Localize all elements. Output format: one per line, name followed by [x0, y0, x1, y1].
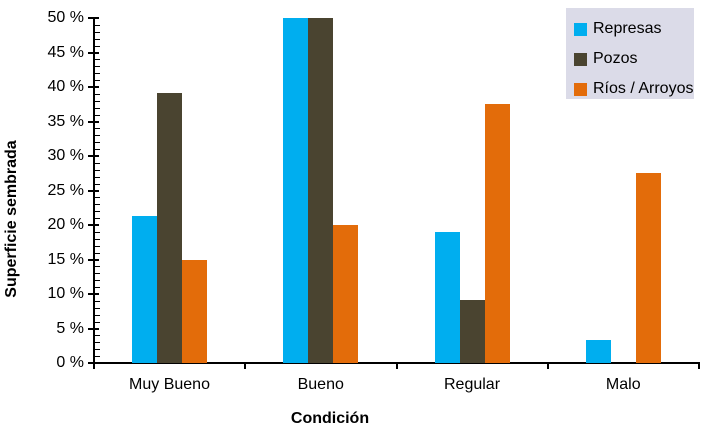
x-category-label: Malo [605, 376, 641, 393]
y-minor-tick [95, 101, 100, 102]
y-minor-tick [95, 204, 100, 205]
legend-item: Represas [566, 14, 694, 44]
y-minor-tick [95, 115, 100, 116]
bar [157, 92, 183, 363]
y-minor-tick [95, 177, 100, 178]
y-minor-tick [95, 59, 100, 60]
y-minor-tick [95, 39, 100, 40]
y-major-tick [88, 51, 99, 54]
legend-label: Pozos [593, 50, 638, 67]
y-minor-tick [95, 163, 100, 164]
x-axis-tick [93, 363, 95, 369]
legend-swatch [574, 22, 587, 36]
y-minor-tick [95, 94, 100, 95]
legend-label: Represas [593, 20, 662, 37]
legend-item: Ríos / Arroyos [566, 74, 694, 104]
y-minor-tick [95, 184, 100, 185]
bar [283, 18, 309, 363]
y-minor-tick [95, 46, 100, 47]
y-minor-tick [95, 273, 100, 274]
bar [635, 173, 661, 363]
bar [333, 225, 359, 363]
y-tick-label: 10 % [47, 285, 84, 302]
x-axis-tick [546, 363, 549, 369]
y-minor-tick [95, 142, 100, 143]
y-minor-tick [95, 308, 100, 309]
y-major-tick [88, 120, 99, 123]
legend-label: Ríos / Arroyos [593, 80, 694, 97]
y-tick-label: 0 % [56, 354, 84, 371]
bar [585, 339, 611, 363]
y-minor-tick [95, 356, 100, 357]
y-minor-tick [95, 239, 100, 240]
bar [132, 216, 158, 363]
y-minor-tick [95, 73, 100, 74]
y-major-tick [88, 293, 99, 295]
x-category-label: Bueno [297, 376, 344, 393]
y-minor-tick [95, 315, 100, 316]
x-axis-title: Condición [290, 410, 370, 427]
y-minor-tick [95, 170, 100, 171]
y-minor-tick [95, 280, 100, 281]
y-minor-tick [95, 80, 100, 81]
y-axis-title: Superficie sembrada [3, 140, 20, 298]
y-tick-label: 35 % [47, 112, 84, 130]
y-major-tick [88, 327, 99, 330]
y-minor-tick [95, 266, 100, 267]
y-tick-label: 25 % [47, 181, 84, 199]
y-minor-tick [95, 246, 100, 247]
x-axis-tick [395, 363, 398, 369]
x-category-label: Regular [443, 376, 501, 393]
y-tick-label: 45 % [47, 43, 84, 61]
bar [308, 18, 334, 363]
y-major-tick [88, 258, 99, 261]
bar [484, 104, 510, 363]
y-minor-tick [95, 322, 100, 323]
y-minor-tick [95, 149, 100, 150]
y-major-tick [88, 189, 99, 192]
y-minor-tick [95, 66, 100, 67]
y-tick-label: 40 % [47, 78, 84, 95]
y-minor-tick [95, 335, 100, 336]
x-axis-tick [698, 363, 700, 369]
y-minor-tick [95, 32, 100, 33]
legend-swatch [574, 82, 587, 96]
y-minor-tick [95, 232, 100, 233]
legend: Represas Pozos Ríos / Arroyos [566, 8, 694, 99]
y-minor-tick [95, 253, 100, 254]
y-minor-tick [95, 211, 100, 212]
y-minor-tick [95, 218, 100, 219]
y-major-tick [88, 224, 99, 226]
y-major-tick [88, 17, 99, 19]
y-minor-tick [95, 301, 100, 302]
y-minor-tick [95, 108, 100, 109]
y-minor-tick [95, 135, 100, 136]
bar [434, 231, 460, 363]
y-minor-tick [95, 25, 100, 26]
y-minor-tick [95, 342, 100, 343]
y-minor-tick [95, 197, 100, 198]
y-minor-tick [95, 349, 100, 350]
y-tick-label: 15 % [47, 250, 84, 268]
y-major-tick [88, 86, 99, 88]
bar [182, 259, 208, 363]
legend-swatch [574, 52, 587, 66]
y-major-tick [88, 155, 99, 157]
y-tick-label: 50 % [47, 9, 84, 26]
y-tick-label: 20 % [47, 216, 84, 233]
x-category-label: Muy Bueno [129, 376, 210, 393]
y-minor-tick [95, 128, 100, 129]
x-axis-tick [244, 363, 247, 369]
y-tick-label: 5 % [56, 319, 84, 337]
legend-item: Pozos [566, 44, 694, 74]
y-minor-tick [95, 287, 100, 288]
y-tick-label: 30 % [47, 147, 84, 164]
bar [459, 299, 485, 363]
